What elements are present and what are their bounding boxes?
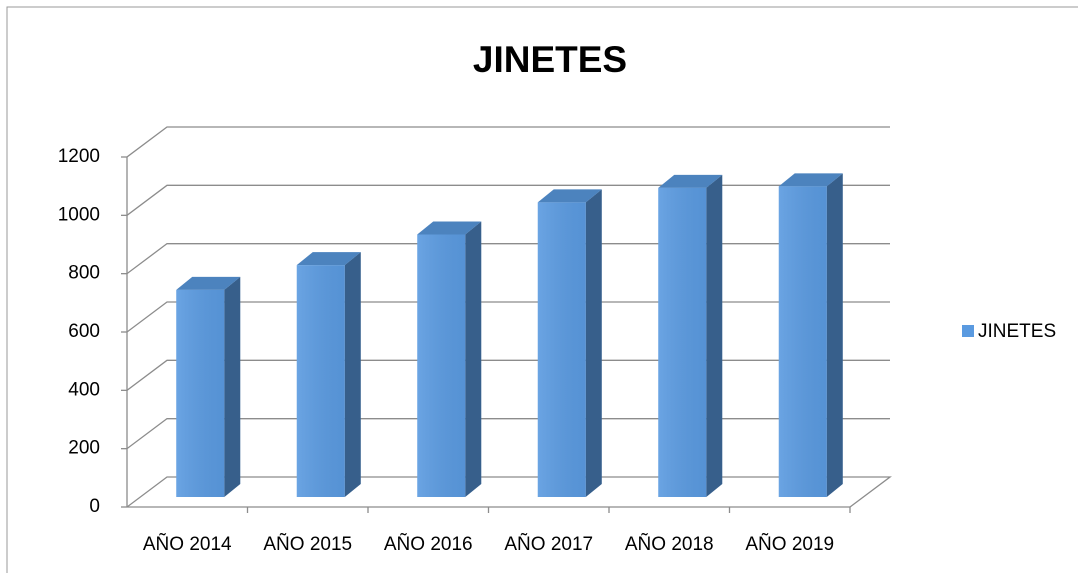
bar-top (537, 189, 602, 203)
x-tick-label: AÑO 2014 (143, 533, 232, 555)
bar-front-shade (658, 187, 707, 498)
y-tick-label: 600 (68, 321, 100, 342)
x-tick-label: AÑO 2019 (745, 533, 834, 555)
grid-line (126, 301, 890, 333)
bar-side-shade (224, 276, 241, 497)
y-tick-label: 0 (89, 496, 100, 517)
bar-side (224, 276, 241, 497)
bar-top-shade (778, 173, 843, 187)
legend-label: JINETES (978, 321, 1056, 342)
bar-side-shade (585, 189, 602, 497)
bar-side (465, 221, 482, 497)
bar (296, 252, 361, 497)
bar-front-shade (296, 265, 345, 497)
y-tick-label: 200 (68, 438, 100, 459)
bar-side (585, 189, 602, 497)
grid-line (126, 476, 892, 508)
bar (778, 173, 843, 497)
x-tick-label: AÑO 2017 (504, 533, 593, 555)
x-tick-label: AÑO 2018 (625, 533, 714, 555)
x-tick-label: AÑO 2015 (263, 533, 352, 555)
bar-top (658, 174, 723, 188)
bar-front-shade (778, 186, 827, 497)
bar-top (417, 221, 482, 235)
y-tick-label: 1200 (58, 146, 100, 167)
chart-title: JINETES (473, 39, 627, 80)
x-tick-label: AÑO 2016 (384, 533, 473, 555)
bar-side (344, 252, 361, 497)
bar-side (826, 173, 843, 497)
grid-line (126, 126, 890, 158)
bar-side-shade (344, 252, 361, 497)
bar-side-shade (826, 173, 843, 497)
legend-swatch (962, 325, 974, 337)
bar-top-shade (658, 174, 723, 188)
chart-border (6, 6, 1078, 573)
y-tick-label: 800 (68, 263, 100, 284)
bar-side (706, 174, 723, 498)
bar (537, 189, 602, 497)
bar-top-shade (537, 189, 602, 203)
grid-line (126, 359, 890, 391)
bar-top (176, 276, 241, 290)
grid-line (126, 184, 890, 216)
bar-front-shade (176, 289, 225, 497)
bar-side-shade (706, 174, 723, 498)
y-tick-label: 400 (68, 379, 100, 400)
grid-line (126, 243, 890, 275)
bar-top-shade (296, 252, 361, 266)
bar-top-shade (176, 276, 241, 290)
bar-top (778, 173, 843, 187)
y-tick-label: 1000 (58, 204, 100, 225)
grid-line (126, 418, 890, 450)
bar-top-shade (417, 221, 482, 235)
bar-front-shade (537, 202, 586, 497)
bar-side-shade (465, 221, 482, 497)
bar-front-shade (417, 234, 466, 497)
bar (658, 174, 723, 498)
bar-top (296, 252, 361, 266)
bar (176, 276, 241, 497)
bar (417, 221, 482, 497)
